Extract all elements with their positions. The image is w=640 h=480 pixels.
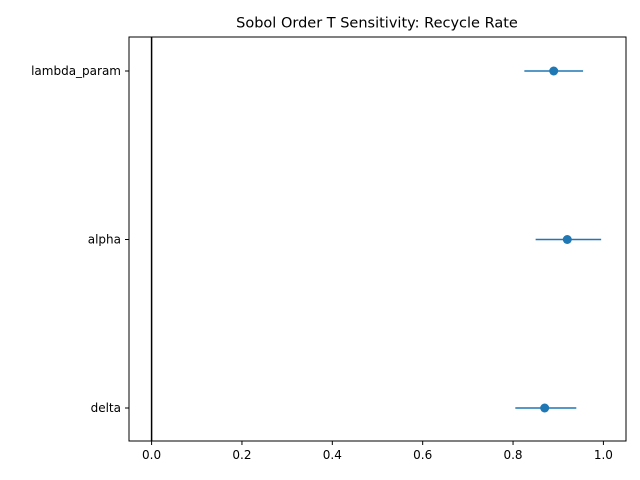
x-tick-label: 0.2 [232, 448, 251, 462]
data-point-alpha [562, 235, 572, 244]
x-tick-label: 0.6 [413, 448, 432, 462]
chart-title: Sobol Order T Sensitivity: Recycle Rate [236, 16, 518, 32]
x-tick-label: 1.0 [594, 448, 613, 462]
y-tick-label: alpha [88, 233, 121, 247]
x-tick-label: 0.0 [142, 448, 161, 462]
x-tick-label: 0.8 [503, 448, 522, 462]
data-point-lambda_param [549, 66, 559, 76]
x-tick-label: 0.4 [323, 448, 342, 462]
y-tick-label: lambda_param [31, 64, 121, 78]
y-tick-label: delta [91, 401, 121, 415]
data-point-delta [540, 403, 550, 413]
